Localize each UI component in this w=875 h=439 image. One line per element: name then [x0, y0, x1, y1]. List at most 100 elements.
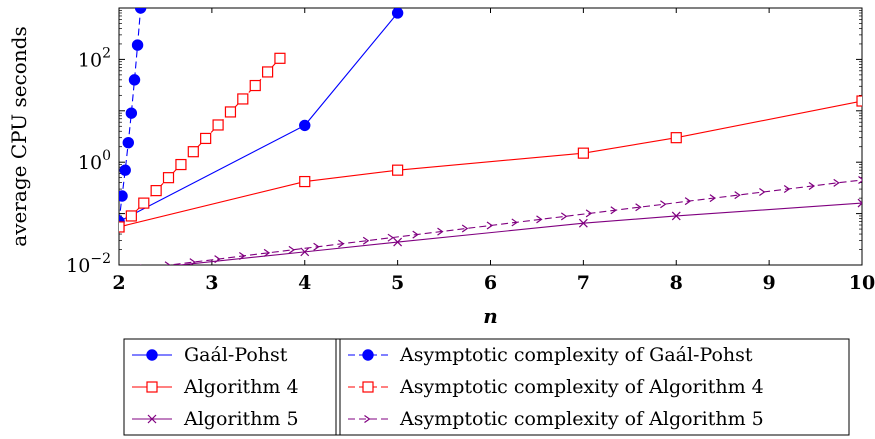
- x-axis-label: n: [483, 304, 498, 328]
- data-point: [635, 203, 642, 212]
- data-point: [671, 211, 681, 221]
- data-point: [610, 206, 617, 215]
- data-point: [249, 79, 261, 92]
- series-line: [174, 202, 862, 265]
- data-point: [263, 248, 271, 257]
- series-4: [119, 52, 286, 233]
- marker-x-stroke: [857, 202, 862, 208]
- data-point: [175, 158, 187, 171]
- x-tick-label: 2: [112, 272, 125, 294]
- y-tick-label: 10−2: [66, 251, 111, 277]
- series-line: [165, 179, 862, 265]
- series-1: [119, 95, 862, 233]
- marker-x-stroke: [671, 211, 681, 221]
- data-point: [437, 227, 444, 236]
- data-point: [856, 95, 862, 107]
- y-axis-label: average CPU seconds: [7, 26, 31, 246]
- legend-entry: Asymptotic complexity of Algorithm 4: [348, 376, 764, 398]
- legend-swatch-marker: [146, 381, 158, 393]
- data-point: [274, 52, 286, 64]
- data-point: [536, 215, 543, 224]
- data-point: [660, 200, 667, 209]
- marker-x-stroke: [857, 198, 862, 204]
- data-point: [511, 218, 518, 227]
- data-point: [164, 261, 171, 265]
- legend-box: [123, 338, 850, 436]
- data-point: [560, 212, 568, 221]
- data-point: [150, 185, 162, 197]
- data-point: [783, 185, 791, 193]
- series-3: [119, 8, 147, 228]
- data-point: [214, 255, 221, 264]
- data-point: [486, 221, 494, 230]
- data-point: [162, 172, 175, 184]
- data-point: [125, 210, 137, 222]
- data-point: [585, 209, 593, 218]
- legend-label: Algorithm 4: [183, 376, 299, 398]
- data-point: [140, 264, 142, 265]
- legend-entry: Gaál-Pohst: [132, 344, 288, 366]
- data-point: [119, 190, 128, 202]
- marker-x-stroke: [300, 247, 310, 257]
- series-line: [119, 8, 142, 222]
- legend-swatch-marker: [364, 415, 371, 423]
- data-point: [299, 175, 311, 188]
- legend-entry: Asymptotic complexity of Algorithm 5: [348, 408, 764, 430]
- x-tick-label: 3: [205, 272, 218, 294]
- data-point: [412, 230, 419, 239]
- data-point: [393, 237, 403, 247]
- data-point: [262, 66, 274, 78]
- data-point: [237, 93, 249, 105]
- series-2: [174, 198, 862, 265]
- data-point: [238, 251, 246, 260]
- x-tick-label: 7: [577, 272, 590, 294]
- data-point: [833, 178, 840, 187]
- legend-label: Asymptotic complexity of Algorithm 5: [399, 408, 764, 430]
- data-point: [125, 107, 138, 119]
- marker-x-stroke: [147, 414, 157, 424]
- plot-area: [119, 8, 862, 265]
- series-5: [140, 176, 862, 265]
- data-point: [684, 197, 692, 206]
- marker-x-stroke: [393, 237, 403, 247]
- series-line: [119, 100, 862, 228]
- data-point: [391, 8, 404, 19]
- data-point: [578, 218, 588, 228]
- data-point: [131, 39, 144, 51]
- data-point: [362, 236, 370, 245]
- data-point: [288, 245, 295, 254]
- legend-label: Gaál-Pohst: [184, 344, 288, 366]
- legend-label: Asymptotic complexity of Algorithm 4: [399, 376, 764, 398]
- data-point: [338, 239, 345, 248]
- data-point: [300, 247, 310, 257]
- data-point: [759, 188, 766, 197]
- legend-swatch-marker: [146, 349, 158, 361]
- data-point: [119, 221, 125, 233]
- data-point: [392, 164, 404, 176]
- data-point: [858, 176, 862, 185]
- legend-entry: Asymptotic complexity of Gaál-Pohst: [348, 344, 753, 366]
- y-tick-label: 100: [78, 148, 111, 174]
- data-point: [857, 198, 862, 208]
- data-point: [212, 119, 224, 131]
- data-point: [119, 164, 131, 176]
- marker-x-stroke: [578, 218, 588, 228]
- data-point: [224, 106, 237, 118]
- data-point: [577, 147, 589, 159]
- y-tick-label: 102: [78, 45, 111, 71]
- data-point: [670, 132, 682, 144]
- data-point: [461, 224, 469, 233]
- x-tick-label: 5: [391, 272, 404, 294]
- legend-swatch-marker: [362, 349, 374, 361]
- data-point: [313, 242, 320, 251]
- x-tick-label: 10: [849, 272, 875, 294]
- legend-label: Asymptotic complexity of Gaál-Pohst: [399, 344, 753, 366]
- data-point: [808, 181, 816, 190]
- data-point: [387, 233, 394, 242]
- data-point: [122, 136, 134, 149]
- legend-swatch-marker: [147, 414, 157, 424]
- x-tick-label: 9: [763, 272, 776, 294]
- data-point: [138, 197, 150, 209]
- legend-entry: Algorithm 5: [132, 408, 299, 430]
- data-point: [128, 74, 141, 86]
